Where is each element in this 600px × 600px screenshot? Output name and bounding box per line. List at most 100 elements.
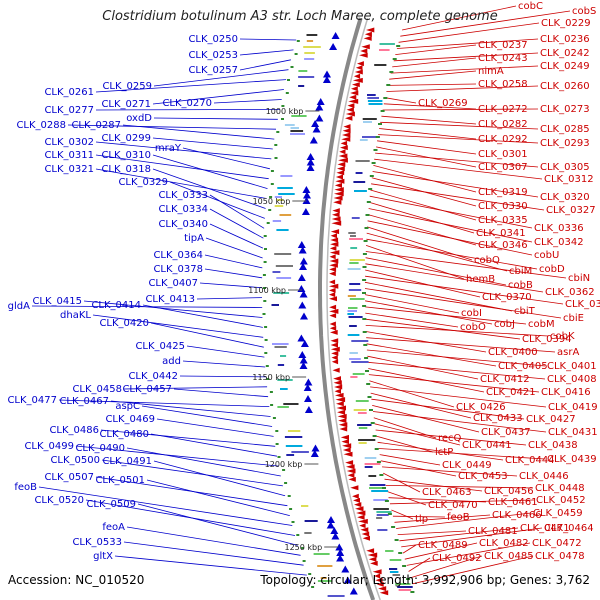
- minor-tick: [365, 370, 369, 372]
- right-leader-line: [397, 530, 467, 535]
- reverse-gene-arrow: [347, 103, 355, 109]
- reverse-gene-arrow: [359, 52, 368, 58]
- gene-feature-block: [362, 136, 380, 138]
- right-gene-label: CLK_0330: [478, 201, 528, 212]
- minor-tick: [287, 79, 290, 81]
- reverse-gene-arrow: [342, 128, 351, 134]
- reverse-gene-arrow: [329, 296, 337, 302]
- right-gene-label: CLK_0463: [422, 487, 472, 498]
- right-gene-label: CLK_0464: [544, 523, 594, 534]
- right-gene-label: lctP: [435, 447, 453, 458]
- right-gene-label: CLK_0438: [528, 440, 578, 451]
- minor-tick: [367, 396, 372, 398]
- minor-tick: [263, 261, 267, 263]
- minor-tick: [263, 235, 267, 237]
- gene-feature-block: [272, 343, 289, 345]
- minor-tick: [263, 287, 266, 289]
- reverse-gene-arrow: [335, 392, 344, 398]
- right-leader-line: [396, 38, 539, 49]
- left-gene-label: CLK_0302: [44, 137, 94, 148]
- minor-tick: [262, 313, 266, 315]
- gene-feature-block: [277, 379, 293, 381]
- left-leader-line: [205, 237, 263, 259]
- forward-gene-arrow: [299, 290, 308, 298]
- right-gene-label: CLK_0492: [432, 553, 482, 564]
- gene-feature-block: [347, 313, 354, 315]
- minor-tick: [291, 521, 295, 523]
- gene-feature-block: [363, 121, 372, 123]
- reverse-gene-arrow: [337, 413, 347, 419]
- minor-tick: [266, 222, 270, 224]
- right-gene-label: CLK_0305: [540, 162, 590, 173]
- minor-tick: [371, 162, 376, 164]
- right-leader-line: [365, 331, 487, 353]
- gene-feature-block: [379, 49, 390, 51]
- left-gene-label: tipA: [184, 233, 204, 244]
- gene-feature-block: [283, 403, 299, 405]
- right-gene-label: CLK_0336: [534, 223, 584, 234]
- gene-feature-block: [298, 70, 308, 72]
- left-gene-label: CLK_0329: [118, 177, 168, 188]
- right-leader-line: [365, 275, 564, 305]
- right-leader-line: [389, 70, 477, 80]
- gene-feature-block: [395, 583, 411, 585]
- right-gene-label: CLK_0258: [478, 79, 528, 90]
- gene-feature-block: [352, 373, 365, 375]
- right-leader-line: [380, 121, 539, 130]
- left-leader-line: [204, 268, 263, 279]
- right-leader-line: [402, 5, 517, 31]
- right-leader-line: [385, 485, 534, 489]
- right-gene-label: CLK_0301: [478, 149, 528, 160]
- right-leader-line: [402, 544, 417, 554]
- gene-feature-block: [286, 454, 295, 456]
- right-gene-label: CLK_0437: [481, 427, 531, 438]
- minor-tick: [362, 279, 367, 281]
- left-gene-label: CLK_0491: [102, 456, 152, 467]
- minor-tick: [277, 456, 281, 458]
- reverse-gene-arrow: [336, 405, 346, 411]
- right-gene-label: CLK_0319: [478, 187, 528, 198]
- forward-gene-arrow: [330, 527, 339, 534]
- left-gene-label: feoB: [14, 482, 37, 493]
- forward-gene-arrow: [349, 587, 358, 595]
- gene-feature-block: [373, 508, 389, 510]
- minor-tick: [375, 136, 380, 138]
- kbp-ticks: 1000 kbp 1050 kbp 1100 kbp 1150 kbp 1200 kbp…: [248, 40, 415, 593]
- gene-feature-block: [298, 85, 305, 87]
- minor-tick: [396, 45, 401, 47]
- right-leader-line: [394, 514, 491, 523]
- left-gene-label: CLK_0507: [44, 472, 94, 483]
- gene-feature-block: [376, 511, 392, 513]
- gene-feature-block: [290, 130, 304, 132]
- gene-feature-block: [364, 463, 381, 465]
- reverse-gene-arrow: [346, 107, 354, 113]
- left-leader-line: [92, 314, 264, 338]
- minor-tick: [264, 326, 268, 328]
- left-leader-line: [142, 304, 263, 328]
- gene-feature-block: [349, 358, 361, 360]
- reverse-gene-arrow: [330, 233, 337, 239]
- right-gene-label: CLK_0433: [473, 413, 523, 424]
- right-gene-label: cbiM: [509, 266, 532, 277]
- right-leader-line: [368, 208, 533, 243]
- gene-feature-block: [369, 487, 386, 489]
- left-gene-label: oxdD: [126, 113, 152, 124]
- right-leader-line: [366, 337, 556, 353]
- minor-tick: [369, 175, 374, 177]
- reverse-gene-arrow: [329, 304, 337, 310]
- right-gene-label: CLK_0341: [476, 228, 526, 239]
- gene-feature-block: [371, 490, 389, 492]
- minor-tick: [394, 539, 399, 541]
- left-gene-label: feoA: [102, 522, 125, 533]
- reverse-gene-arrow: [338, 157, 348, 163]
- right-leader-line: [385, 97, 417, 104]
- left-leader-line: [83, 300, 263, 318]
- minor-tick: [410, 591, 415, 593]
- gene-feature-block: [277, 406, 289, 408]
- reverse-gene-arrow: [341, 136, 351, 142]
- left-leader-line: [156, 418, 274, 437]
- gene-feature-block: [277, 364, 285, 366]
- left-gene-label: CLK_0378: [153, 264, 203, 275]
- minor-tick: [363, 344, 368, 346]
- minor-tick: [274, 157, 278, 159]
